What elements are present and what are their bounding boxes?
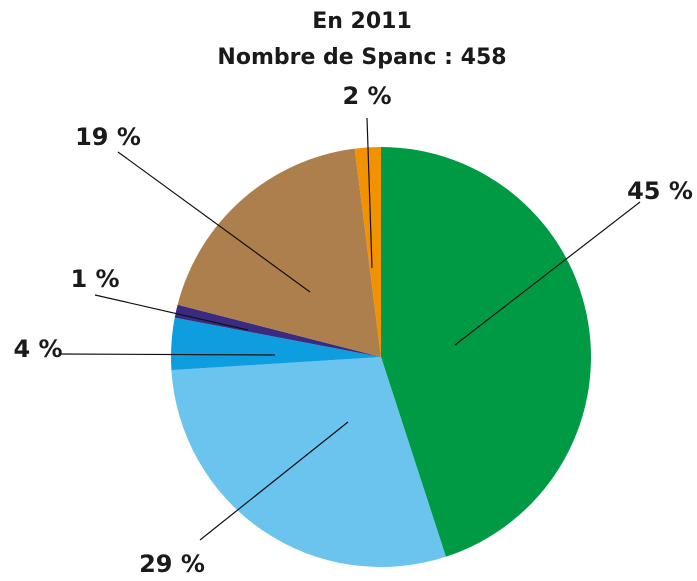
pie-slice (171, 357, 446, 567)
leader-line (454, 201, 641, 346)
data-label: 19 % (75, 123, 141, 151)
pie-slice (174, 304, 381, 357)
pie-slice (381, 147, 591, 557)
data-label: 4 % (13, 335, 62, 363)
data-label: 45 % (627, 177, 693, 205)
data-label: 29 % (139, 550, 205, 578)
leader-line (94, 294, 249, 331)
pie-slice (171, 317, 381, 371)
leader-line (366, 117, 373, 269)
pie-slice (177, 148, 381, 357)
pie-slice (354, 147, 381, 357)
chart-title: En 2011 (312, 9, 412, 34)
data-label: 1 % (70, 265, 119, 293)
data-label: 2 % (342, 82, 391, 110)
chart-subtitle: Nombre de Spanc : 458 (217, 45, 506, 70)
leader-line (199, 421, 349, 541)
leader-line (59, 353, 276, 356)
leader-line (117, 151, 311, 293)
